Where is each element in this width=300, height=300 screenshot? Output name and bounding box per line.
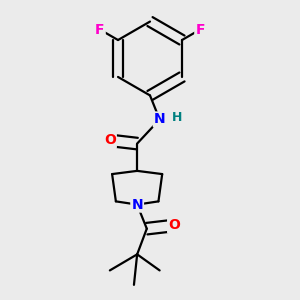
Text: H: H (172, 111, 182, 124)
Text: F: F (95, 22, 105, 37)
Text: O: O (168, 218, 180, 233)
Text: O: O (104, 134, 116, 147)
Text: F: F (195, 22, 205, 37)
Text: N: N (131, 198, 143, 212)
Text: N: N (154, 112, 165, 127)
